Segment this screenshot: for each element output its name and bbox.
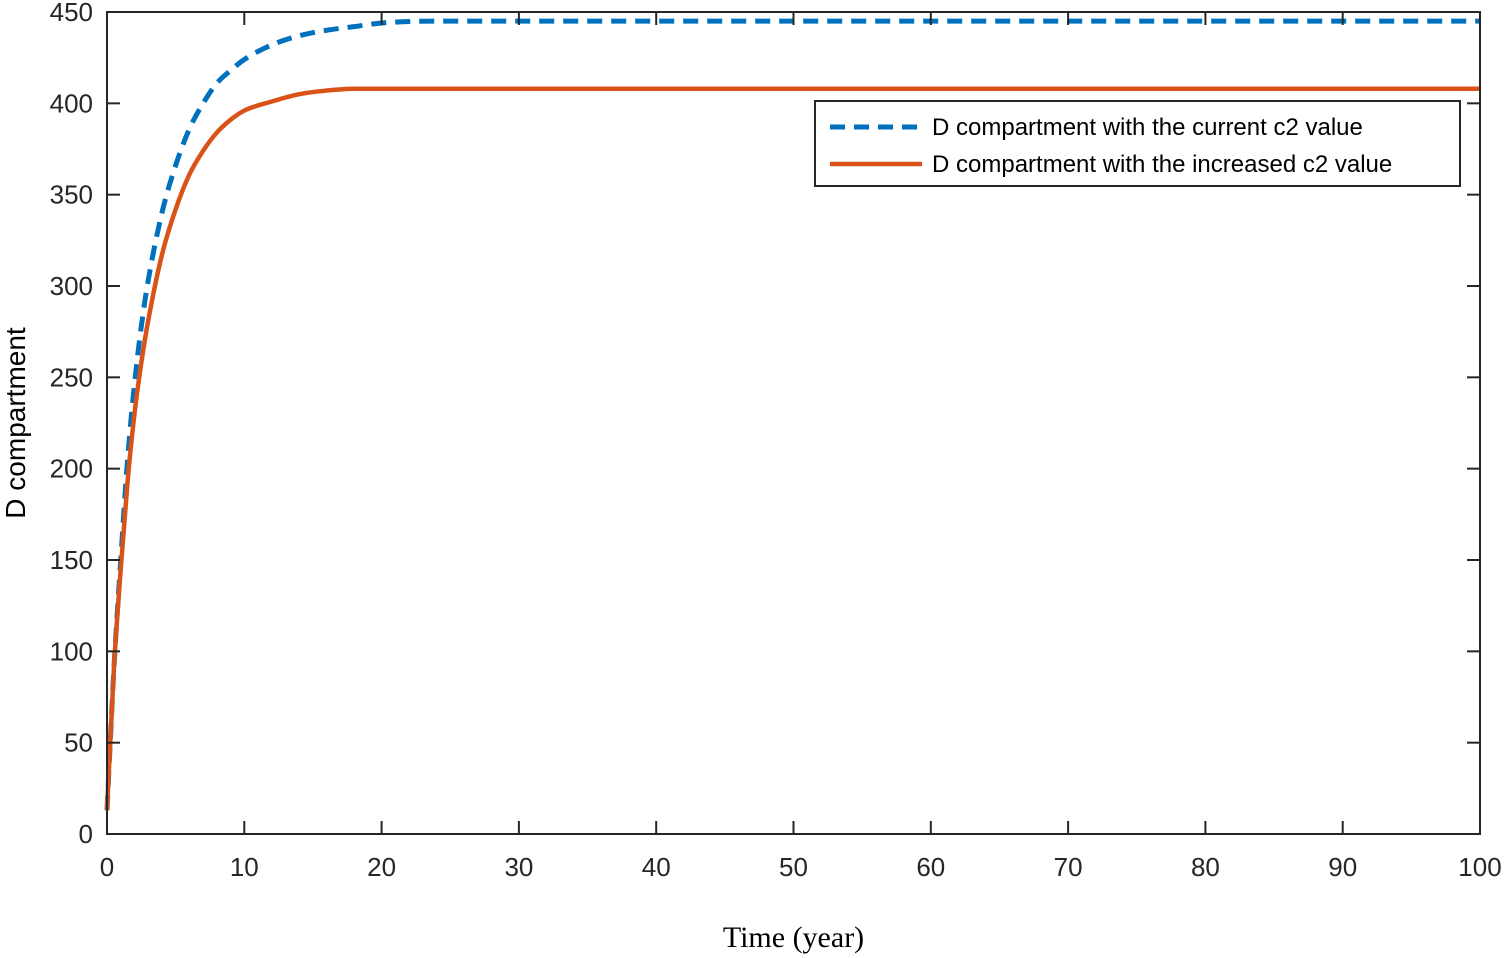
series-line-current-c2 xyxy=(104,18,1480,811)
y-tick-label: 50 xyxy=(64,728,93,758)
tick-layer: 0 10 20 30 40 50 60 70 80 90 100 0 50 100 150 200 250 300… xyxy=(50,0,1502,882)
x-tick-label: 20 xyxy=(367,852,396,882)
y-tick-label: 450 xyxy=(50,0,93,27)
y-tick-label: 200 xyxy=(50,454,93,484)
y-tick-label: 300 xyxy=(50,271,93,301)
legend: D compartment with the current c2 value … xyxy=(814,100,1461,187)
y-tick-label: 100 xyxy=(50,636,93,666)
x-tick-label: 60 xyxy=(916,852,945,882)
legend-label-increased-c2: D compartment with the increased c2 valu… xyxy=(932,151,1392,178)
y-tick-label: 400 xyxy=(50,88,93,118)
x-tick-label: 90 xyxy=(1328,852,1357,882)
x-tick-label: 80 xyxy=(1191,852,1220,882)
x-axis-title: Time (year) xyxy=(723,921,864,954)
series-line-increased-c2 xyxy=(104,86,1480,811)
x-tick-label: 40 xyxy=(642,852,671,882)
y-axis-title: D compartment xyxy=(0,327,31,519)
x-tick-label: 0 xyxy=(100,852,114,882)
x-tick-label: 50 xyxy=(779,852,808,882)
x-tick-label: 30 xyxy=(504,852,533,882)
y-tick-label: 350 xyxy=(50,180,93,210)
y-tick-label: 150 xyxy=(50,545,93,575)
legend-label-current-c2: D compartment with the current c2 value xyxy=(932,114,1363,141)
y-tick-label: 0 xyxy=(79,819,93,849)
x-tick-label: 100 xyxy=(1458,852,1501,882)
y-tick-label: 250 xyxy=(50,362,93,392)
series-layer xyxy=(104,18,1480,811)
legend-box xyxy=(814,100,1461,187)
x-tick-label: 70 xyxy=(1054,852,1083,882)
x-tick-label: 10 xyxy=(230,852,259,882)
